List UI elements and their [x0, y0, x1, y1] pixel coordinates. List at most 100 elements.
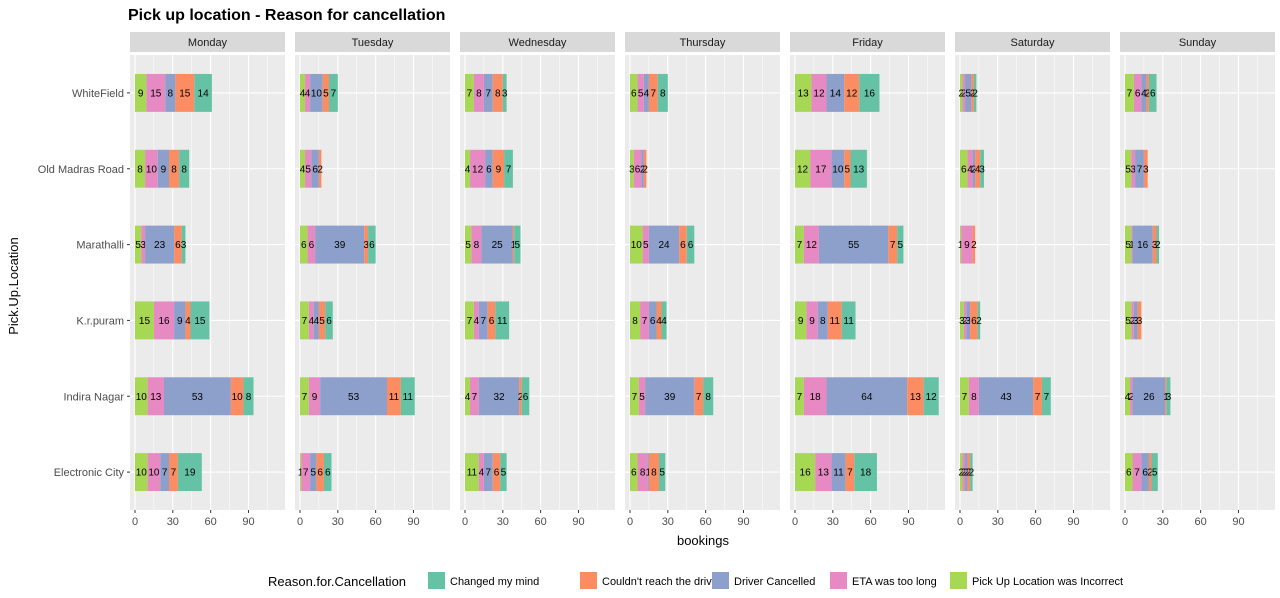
bar-value-label: 12	[846, 88, 858, 99]
bar-segment	[465, 453, 479, 492]
bar-segment	[850, 149, 867, 188]
bar-segment	[300, 225, 308, 264]
bar-value-label: 11	[843, 316, 854, 327]
bar-segment	[492, 73, 503, 112]
bar-segment	[145, 225, 175, 264]
bar-segment	[1133, 301, 1138, 340]
bar-value-label: 39	[334, 240, 346, 251]
bar-value-label: 11	[467, 468, 478, 479]
bar-value-label: 2	[1129, 392, 1135, 403]
bar-segment	[387, 377, 401, 416]
x-tick-label: 60	[700, 516, 712, 528]
bar-segment	[147, 377, 164, 416]
bar-value-label: 3	[1143, 164, 1149, 175]
bar-segment	[181, 225, 186, 264]
bar-value-label: 18	[860, 468, 872, 479]
bar-value-label: 32	[493, 392, 505, 403]
x-tick-label: 30	[1157, 516, 1169, 528]
bar-value-label: 12	[806, 240, 818, 251]
bar-value-label: 2	[640, 164, 646, 175]
bar-value-label: 6	[631, 88, 637, 99]
bar-segment	[1141, 453, 1149, 492]
bar-segment	[502, 73, 507, 112]
bar-value-label: 2	[976, 316, 982, 327]
bar-value-label: 8	[181, 164, 187, 175]
x-tick-label: 0	[957, 516, 963, 528]
bar-segment	[803, 377, 827, 416]
bar-value-label: 10	[136, 468, 148, 479]
bar-value-label: 13	[798, 88, 810, 99]
bar-segment	[485, 149, 493, 188]
bar-value-label: 2	[964, 468, 970, 479]
bar-segment	[962, 73, 966, 112]
bar-value-label: 3	[181, 240, 187, 251]
bar-value-label: 2	[1147, 468, 1153, 479]
bar-segment	[980, 149, 984, 188]
panel-background	[955, 55, 1110, 510]
bar-value-label: 5	[643, 240, 649, 251]
bar-segment	[400, 377, 415, 416]
bar-value-label: 8	[246, 392, 252, 403]
bar-value-label: 12	[797, 164, 809, 175]
bar-segment	[795, 225, 804, 264]
bar-segment	[1151, 453, 1158, 492]
bar-value-label: 2	[971, 164, 977, 175]
bar-segment	[315, 225, 365, 264]
bar-value-label: 5	[515, 240, 521, 251]
bar-value-label: 7	[890, 240, 896, 251]
y-axis: WhiteField Old Madras Road Marathalli K.r.p…	[38, 88, 130, 479]
bar-segment	[648, 453, 659, 492]
panel-background	[295, 55, 450, 510]
bar-segment	[795, 377, 804, 416]
bar-segment	[316, 453, 324, 492]
facet-strip-label: Wednesday	[509, 37, 567, 49]
bar-segment	[648, 301, 657, 340]
bar-segment	[975, 149, 981, 188]
bar-value-label: 7	[1134, 468, 1140, 479]
bar-segment	[135, 453, 148, 492]
x-tick-label: 90	[572, 516, 584, 528]
legend-swatch	[580, 572, 597, 589]
bar-segment	[364, 225, 369, 264]
bar-segment	[153, 301, 175, 340]
bar-value-label: 4	[661, 316, 667, 327]
bar-segment	[478, 301, 488, 340]
bar-value-label: 4	[1125, 392, 1131, 403]
x-tick-label: 0	[1122, 516, 1128, 528]
bar-segment	[308, 377, 321, 416]
bar-value-label: 43	[1000, 392, 1012, 403]
bar-segment	[963, 301, 967, 340]
bar-value-label: 5	[501, 468, 507, 479]
x-tick-label: 90	[407, 516, 419, 528]
bar-value-label: 2	[970, 88, 976, 99]
bar-segment	[923, 377, 939, 416]
bar-value-label: 7	[632, 392, 638, 403]
bar-segment	[966, 301, 971, 340]
bar-segment	[973, 73, 977, 112]
facet-strip	[625, 32, 780, 52]
facet-strip-label: Saturday	[1010, 37, 1055, 49]
bar-segment	[806, 301, 818, 340]
x-tick-label: 30	[827, 516, 839, 528]
bar-value-label: 2	[966, 468, 972, 479]
bar-segment	[960, 301, 964, 340]
bar-value-label: 10	[148, 468, 160, 479]
x-tick-label: 0	[627, 516, 633, 528]
bar-segment	[637, 73, 644, 112]
x-tick-label: 30	[332, 516, 344, 528]
bar-segment	[147, 453, 161, 492]
bar-value-label: 3	[363, 240, 369, 251]
bar-value-label: 10	[311, 88, 323, 99]
bar-value-label: 14	[830, 88, 842, 99]
bar-value-label: 2	[1145, 88, 1151, 99]
bar-value-label: 5	[323, 88, 329, 99]
bar-segment	[795, 149, 811, 188]
bar-value-label: 4	[305, 88, 311, 99]
bar-value-label: 8	[640, 468, 646, 479]
bar-value-label: 16	[864, 88, 876, 99]
bar-segment	[638, 377, 646, 416]
bar-segment	[960, 453, 963, 492]
bar-value-label: 3	[1152, 240, 1158, 251]
